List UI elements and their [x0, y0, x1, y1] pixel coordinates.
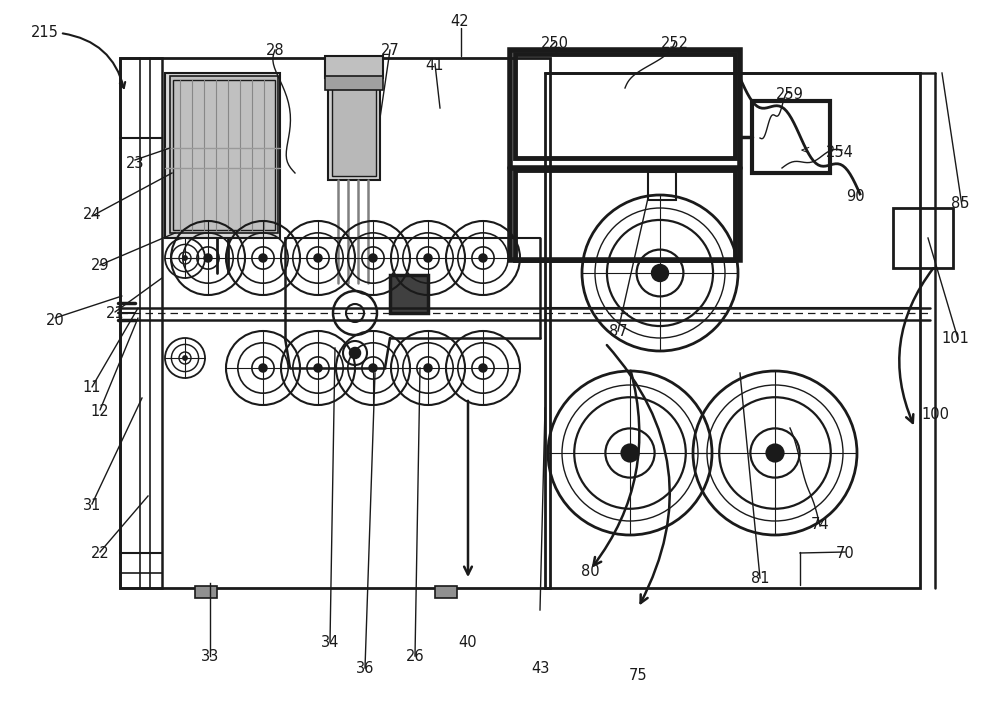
Bar [325, 56, 383, 78]
Text: 80: 80 [581, 564, 599, 579]
Bar [515, 170, 735, 260]
Bar [170, 76, 278, 233]
Text: 36: 36 [356, 661, 374, 676]
Text: 85: 85 [951, 197, 969, 211]
Circle shape [183, 256, 187, 260]
Text: 75: 75 [629, 668, 647, 683]
Circle shape [183, 356, 187, 360]
Text: 11: 11 [83, 380, 101, 395]
Text: <: < [800, 144, 810, 157]
Circle shape [424, 254, 432, 261]
Text: 31: 31 [83, 499, 101, 513]
Bar [893, 208, 953, 268]
Text: 43: 43 [531, 661, 549, 676]
Text: 24: 24 [83, 207, 101, 222]
Text: 87: 87 [609, 324, 627, 339]
Circle shape [652, 265, 668, 281]
Bar [752, 101, 830, 173]
Text: 40: 40 [459, 635, 477, 649]
Bar [325, 76, 383, 90]
Text: 215: 215 [31, 25, 59, 40]
Circle shape [314, 364, 322, 372]
Text: 81: 81 [751, 571, 769, 586]
Circle shape [479, 254, 487, 261]
Text: 23: 23 [126, 157, 144, 171]
Text: 28: 28 [266, 44, 284, 58]
Bar [120, 58, 162, 588]
Text: 90: 90 [846, 189, 864, 204]
Circle shape [479, 364, 487, 372]
Text: 259: 259 [776, 87, 804, 102]
Text: 22: 22 [91, 546, 109, 561]
Bar [165, 73, 280, 238]
Text: 26: 26 [406, 649, 424, 664]
Circle shape [369, 364, 377, 372]
Text: 101: 101 [941, 331, 969, 346]
Bar [545, 73, 920, 588]
Bar [510, 50, 740, 260]
Text: 12: 12 [91, 404, 109, 419]
Text: 21: 21 [106, 306, 124, 320]
Text: 74: 74 [811, 517, 829, 531]
Text: 29: 29 [91, 258, 109, 273]
Circle shape [314, 254, 322, 261]
Text: 27: 27 [381, 44, 399, 58]
Bar [195, 586, 217, 598]
Text: 100: 100 [921, 408, 949, 422]
Bar [332, 74, 376, 176]
Circle shape [369, 254, 377, 261]
Circle shape [204, 254, 212, 261]
Circle shape [622, 445, 638, 462]
Text: 20: 20 [46, 313, 64, 328]
Text: 42: 42 [451, 15, 469, 29]
Bar [328, 72, 380, 180]
Text: 252: 252 [661, 36, 689, 51]
Text: 70: 70 [836, 546, 854, 561]
Text: 250: 250 [541, 36, 569, 51]
Circle shape [259, 364, 267, 372]
Bar [390, 275, 428, 313]
Bar [435, 586, 457, 598]
Circle shape [424, 364, 432, 372]
Bar [648, 172, 676, 200]
Bar [515, 54, 735, 158]
Text: 254: 254 [826, 146, 854, 160]
Text: 33: 33 [201, 649, 219, 664]
Circle shape [767, 445, 783, 462]
Bar [120, 58, 550, 588]
Bar [173, 80, 275, 230]
Text: 41: 41 [426, 58, 444, 73]
Circle shape [350, 348, 360, 358]
Text: 34: 34 [321, 635, 339, 649]
Circle shape [259, 254, 267, 261]
